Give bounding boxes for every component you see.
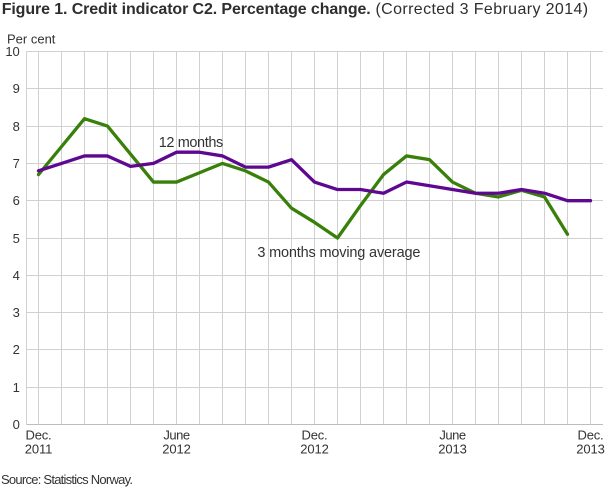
svg-text:Source: Statistics Norway.: Source: Statistics Norway.	[1, 472, 132, 487]
svg-text:3: 3	[13, 305, 20, 320]
svg-text:6: 6	[13, 193, 20, 208]
svg-text:2013: 2013	[438, 442, 466, 457]
svg-text:Dec.: Dec.	[26, 428, 52, 443]
svg-text:2013: 2013	[576, 442, 604, 457]
svg-text:10: 10	[5, 44, 19, 59]
svg-text:8: 8	[13, 119, 20, 134]
svg-text:June: June	[439, 428, 465, 443]
svg-text:2012: 2012	[162, 442, 190, 457]
svg-text:2: 2	[13, 342, 20, 357]
svg-text:9: 9	[13, 81, 20, 96]
svg-text:Dec.: Dec.	[302, 428, 328, 443]
svg-text:Figure 1. Credit indicator C2.: Figure 1. Credit indicator C2. Percentag…	[2, 1, 589, 18]
svg-text:June: June	[163, 428, 189, 443]
svg-text:2012: 2012	[300, 442, 328, 457]
svg-text:1: 1	[13, 380, 20, 395]
svg-text:12 months: 12 months	[159, 135, 223, 151]
svg-text:5: 5	[13, 231, 20, 246]
svg-text:2011: 2011	[25, 442, 52, 457]
svg-text:3 months moving average: 3 months moving average	[257, 245, 420, 261]
svg-text:Dec.: Dec.	[578, 428, 604, 443]
svg-text:7: 7	[13, 156, 20, 171]
svg-text:4: 4	[13, 268, 20, 283]
svg-text:0: 0	[13, 417, 20, 432]
svg-text:Per cent: Per cent	[7, 31, 56, 46]
